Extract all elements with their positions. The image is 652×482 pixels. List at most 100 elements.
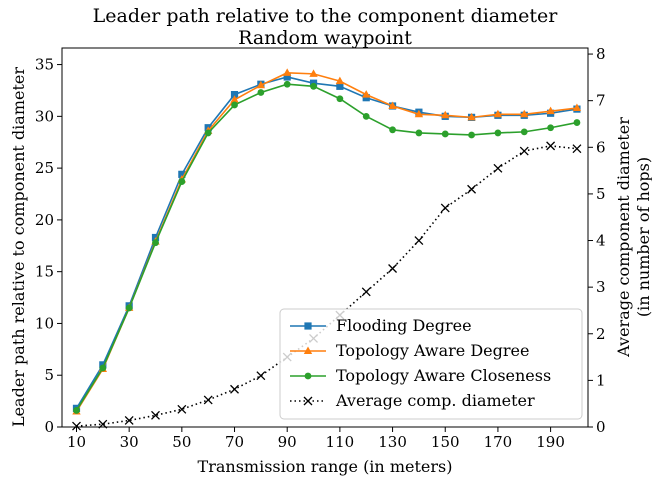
marker [414, 109, 424, 118]
x-tick-label: 10 [67, 433, 86, 451]
y2-tick-label: 7 [596, 92, 606, 110]
marker [230, 384, 239, 394]
y-axis-label: Leader path relative to component diamet… [9, 67, 28, 427]
legend-box [279, 308, 583, 420]
y-tick-label: 10 [35, 314, 54, 332]
marker [231, 101, 238, 109]
marker [204, 129, 212, 137]
marker [283, 80, 291, 88]
marker [547, 124, 554, 132]
marker [309, 69, 318, 77]
plot-frame [61, 47, 589, 428]
marker [177, 404, 187, 414]
y2-tick-label: 5 [596, 185, 606, 203]
y-tick-label: 15 [35, 263, 54, 281]
marker [519, 146, 529, 156]
marker [389, 126, 396, 134]
y2-tick-label: 3 [596, 278, 606, 296]
marker [336, 82, 344, 90]
marker [520, 109, 529, 118]
chart-subtitle: Random waypoint [238, 27, 412, 49]
marker [493, 109, 503, 118]
marker [303, 346, 313, 354]
x-tick-label: 130 [378, 433, 407, 451]
marker [303, 396, 313, 406]
legend-label: Average comp. diameter [335, 391, 535, 410]
marker [336, 95, 344, 103]
y2-tick-label: 1 [596, 371, 606, 389]
marker [388, 101, 397, 109]
marker [440, 203, 450, 213]
y2-tick-label: 8 [596, 45, 606, 63]
series-line [75, 83, 578, 411]
marker [230, 90, 239, 99]
marker [414, 236, 424, 245]
x-tick-label: 170 [484, 433, 513, 451]
marker [572, 103, 582, 112]
y2-axis-label: (in number of hops) [634, 157, 652, 317]
y2-axis-label: Average component diameter [614, 117, 633, 358]
legend-label: Topology Aware Closeness [336, 366, 551, 385]
marker [362, 90, 371, 98]
marker [572, 144, 582, 154]
marker [546, 106, 555, 115]
x-tick-label: 150 [431, 433, 460, 451]
marker [151, 410, 160, 420]
marker [178, 170, 186, 178]
marker [256, 371, 266, 381]
marker [73, 407, 80, 414]
y-tick-label: 5 [44, 366, 54, 384]
marker [388, 264, 398, 273]
marker [362, 112, 370, 120]
marker [310, 82, 317, 90]
y-tick-label: 20 [35, 211, 54, 229]
marker [441, 130, 449, 138]
marker [257, 89, 265, 96]
marker [493, 163, 503, 173]
chart-title: Leader path relative to the component di… [93, 5, 559, 27]
marker [256, 80, 266, 89]
marker [468, 131, 475, 139]
x-tick-label: 110 [326, 433, 355, 451]
y2-tick-label: 4 [596, 232, 606, 250]
marker [573, 119, 581, 126]
marker [335, 76, 345, 85]
marker [494, 129, 502, 137]
marker [72, 421, 81, 431]
y-tick-label: 0 [44, 418, 54, 436]
marker [467, 184, 477, 194]
x-tick-label: 70 [225, 433, 244, 451]
x-tick-label: 190 [536, 433, 565, 451]
marker [362, 94, 370, 102]
marker [441, 110, 450, 119]
marker [520, 128, 528, 136]
y2-tick-label: 2 [596, 325, 606, 343]
y-tick-label: 35 [35, 56, 54, 74]
marker [283, 68, 292, 76]
marker [415, 129, 423, 137]
x-tick-label: 90 [278, 433, 297, 451]
x-tick-label: 30 [120, 433, 139, 451]
marker [152, 239, 159, 247]
marker [125, 304, 133, 312]
marker [546, 141, 556, 151]
marker [203, 395, 213, 405]
series-line [75, 76, 578, 409]
marker [304, 372, 312, 380]
marker [99, 364, 107, 372]
marker [178, 178, 186, 185]
marker [304, 322, 312, 330]
y-tick-label: 30 [35, 107, 54, 125]
marker [124, 416, 134, 425]
marker [230, 95, 239, 103]
marker [467, 112, 476, 121]
legend-label: Topology Aware Degree [336, 341, 529, 360]
x-axis-label: Transmission range (in meters) [198, 457, 453, 476]
x-tick-label: 50 [172, 433, 191, 451]
marker [361, 287, 371, 297]
y2-tick-label: 0 [596, 418, 606, 436]
marker [283, 73, 291, 81]
legend-label: Flooding Degree [336, 316, 472, 335]
y2-tick-label: 6 [596, 138, 606, 156]
